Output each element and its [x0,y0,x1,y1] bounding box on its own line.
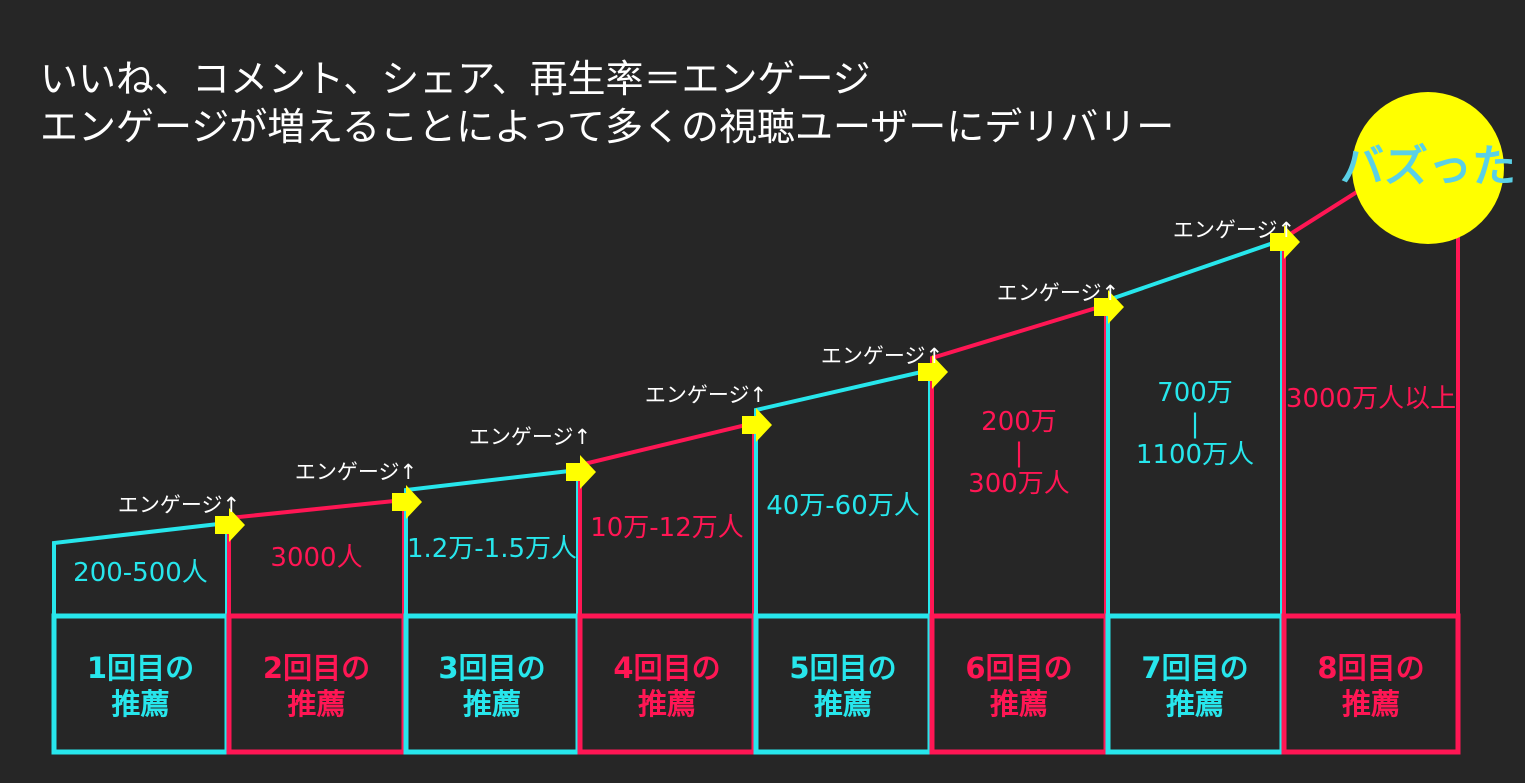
engage-arrow-icon [1270,225,1300,259]
rec-label-line2: 推薦 [1166,687,1224,721]
recommendation-boxes [51,613,1461,755]
reach-label: 200-500人 [73,558,208,588]
reach-label: 10万-12万人 [590,513,744,543]
engage-arrow-icon [918,355,948,389]
rec-label-line1: 7回目の [1141,651,1248,685]
reach-label: 3000人 [270,543,362,573]
reach-label: 200万 [981,407,1057,437]
rec-label-line1: 8回目の [1317,651,1424,685]
rec-label-line1: 1回目の [87,651,194,685]
headline-line-2: エンゲージが増えることによって多くの視聴ユーザーにデリバリー [40,105,1175,149]
engage-arrow-icon [215,508,245,542]
reach-label: 1100万人 [1136,440,1254,470]
engage-label: エンゲージ↑ [295,460,417,484]
rec-label-line2: 推薦 [287,687,345,721]
buzz-label: バズった [1340,141,1516,192]
buzz-circle [1352,92,1504,244]
rec-label-line2: 推薦 [638,687,696,721]
reach-label: 1.2万-1.5万人 [407,534,577,564]
rec-label-line1: 3回目の [438,651,545,685]
reach-label: 40万-60万人 [766,491,920,521]
rec-label-line1: 2回目の [263,651,370,685]
rec-box-8 [1281,613,1461,755]
engage-arrows [215,225,1300,542]
rec-label-line2: 推薦 [990,687,1048,721]
engage-label: エンゲージ↑ [645,383,767,407]
engage-label: エンゲージ↑ [821,344,943,368]
engage-label: エンゲージ↑ [997,281,1119,305]
reach-label: | [1015,438,1024,468]
engage-label: エンゲージ↑ [469,425,591,449]
reach-label: 3000万人以上 [1286,384,1456,414]
labels: 1回目の推薦200-500人2回目の推薦3000人3回目の推薦1.2万-1.5万… [73,218,1456,721]
rec-label-line1: 5回目の [789,651,896,685]
engage-arrow-icon [742,408,772,442]
rec-label-line2: 推薦 [1342,687,1400,721]
reach-label: 700万 [1157,378,1233,408]
engage-label: エンゲージ↑ [118,493,240,517]
rec-label-line2: 推薦 [111,687,169,721]
engage-label: エンゲージ↑ [1173,218,1295,242]
engage-arrow-icon [1094,290,1124,324]
rec-label-line2: 推薦 [463,687,521,721]
rec-label-line1: 6回目の [965,651,1072,685]
rec-label-line1: 4回目の [613,651,720,685]
reach-label: 300万人 [968,469,1070,499]
engage-arrow-icon [566,455,596,489]
engage-arrow-icon [392,485,422,519]
reach-label: | [1191,409,1200,439]
rec-label-line2: 推薦 [814,687,872,721]
headline-line-1: いいね、コメント、シェア、再生率＝エンゲージ [40,57,871,101]
